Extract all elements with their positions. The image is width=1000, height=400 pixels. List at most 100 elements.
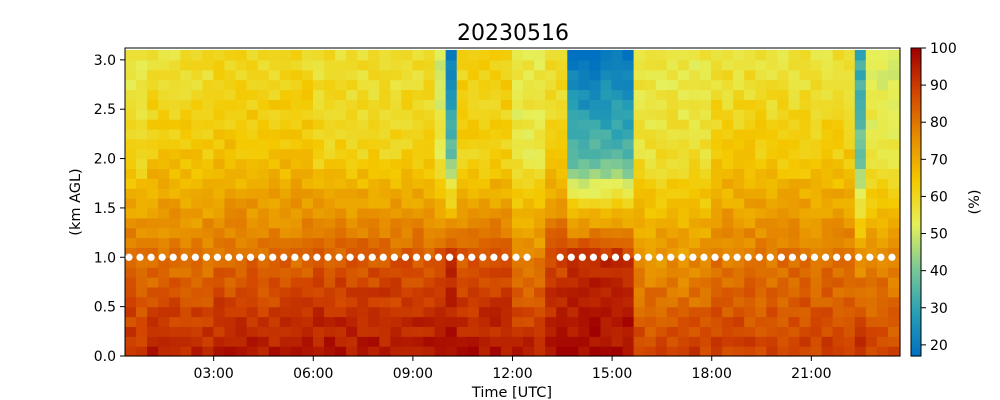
heatmap-cell [534, 286, 546, 298]
heatmap-cell [843, 79, 856, 91]
colorbar-segment [911, 119, 921, 124]
heatmap-cell [125, 346, 137, 357]
y-axis-label: (km AGL) [68, 168, 84, 235]
heatmap-cell [312, 227, 325, 239]
heatmap-cell [711, 306, 723, 318]
heatmap-cell [125, 89, 137, 100]
heatmap-cell [523, 49, 535, 61]
heatmap-cell [169, 188, 181, 199]
heatmap-cell [401, 128, 414, 140]
heatmap-cell [478, 277, 491, 288]
heatmap-cell [854, 326, 867, 337]
heatmap-cell [467, 316, 480, 327]
heatmap-cell [611, 346, 624, 357]
heatmap-cell [312, 306, 325, 318]
heatmap-cell [357, 158, 369, 170]
heatmap-cell [600, 99, 613, 110]
heatmap-cell [777, 217, 790, 229]
heatmap-cell [456, 316, 469, 327]
heatmap-cell [832, 138, 845, 150]
heatmap-cell [755, 168, 767, 179]
heatmap-cell [766, 69, 778, 81]
heatmap-cell [357, 198, 369, 209]
heatmap-cell [379, 158, 391, 170]
marker-point [180, 253, 188, 261]
heatmap-cell [213, 168, 226, 179]
colorbar-tick-label: 80 [930, 115, 948, 131]
heatmap-cell [799, 306, 812, 318]
heatmap-cell [268, 168, 281, 179]
heatmap-cell [412, 138, 425, 150]
heatmap-cell [136, 237, 148, 249]
heatmap-cell [887, 277, 900, 288]
heatmap-cell [655, 178, 668, 189]
colorbar-segment [911, 145, 921, 149]
heatmap-cell [257, 257, 270, 268]
heatmap-cell [810, 158, 823, 170]
heatmap-cell [611, 188, 624, 199]
heatmap-cell [357, 257, 369, 268]
colorbar-segment [911, 291, 921, 295]
heatmap-cell [335, 227, 347, 239]
heatmap-cell [600, 316, 613, 327]
heatmap-cell [301, 128, 314, 140]
heatmap-cell [777, 178, 790, 189]
heatmap-cell [622, 267, 635, 278]
heatmap-cell [335, 119, 347, 130]
heatmap-cell [865, 69, 878, 81]
heatmap-cell [589, 79, 602, 91]
heatmap-cell [722, 198, 734, 209]
heatmap-cell [301, 158, 314, 170]
heatmap-cell [733, 148, 745, 160]
heatmap-cell [644, 296, 657, 308]
heatmap-cell [887, 286, 900, 298]
heatmap-cell [688, 326, 701, 337]
heatmap-cell [567, 306, 579, 318]
heatmap-cell [368, 69, 380, 81]
x-tick-label: 06:00 [293, 366, 333, 382]
heatmap-cell [478, 326, 491, 337]
colorbar-tick-label: 90 [930, 78, 948, 94]
heatmap-cell [401, 237, 414, 249]
heatmap-cell [722, 69, 734, 81]
heatmap-cell [611, 247, 624, 258]
heatmap-cell [733, 158, 745, 170]
x-tick-label: 15:00 [592, 366, 632, 382]
heatmap-cell [213, 306, 226, 318]
heatmap-cell [335, 188, 347, 199]
heatmap-cell [821, 227, 834, 239]
heatmap-cell [202, 247, 215, 258]
heatmap-cell [677, 217, 690, 229]
heatmap-cell [434, 247, 447, 258]
marker-point [600, 253, 609, 261]
marker-point [523, 253, 531, 261]
marker-point [821, 253, 830, 261]
heatmap-cell [346, 306, 358, 318]
heatmap-cell [843, 237, 856, 249]
heatmap-cell [777, 59, 790, 71]
heatmap-cell [699, 217, 712, 229]
heatmap-cell [401, 207, 414, 219]
heatmap-cell [478, 49, 491, 61]
heatmap-cell [755, 316, 767, 327]
heatmap-cell [346, 178, 358, 189]
heatmap-cell [357, 109, 369, 120]
heatmap-cell [556, 336, 568, 347]
heatmap-cell [202, 99, 215, 110]
heatmap-cell [412, 296, 425, 308]
heatmap-cell [169, 237, 181, 249]
heatmap-cell [655, 69, 668, 81]
heatmap-cell [666, 207, 679, 219]
heatmap-cell [301, 346, 314, 357]
heatmap-cell [279, 99, 292, 110]
heatmap-cell [777, 89, 790, 100]
heatmap-cell [500, 277, 513, 288]
colorbar-segment [911, 207, 921, 211]
heatmap-cell [301, 207, 314, 219]
colorbar-segment [911, 50, 921, 54]
heatmap-cell [711, 188, 723, 199]
marker-point [136, 253, 144, 261]
heatmap-cell [611, 227, 624, 239]
heatmap-cell [246, 267, 259, 278]
heatmap-cell [556, 277, 568, 288]
